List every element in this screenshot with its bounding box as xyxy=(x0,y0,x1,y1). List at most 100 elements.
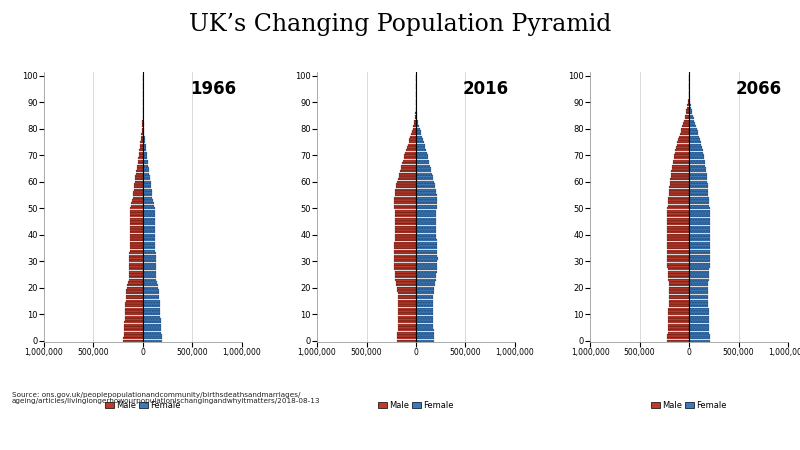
Bar xyxy=(678,139,689,140)
Bar xyxy=(669,191,689,194)
Bar xyxy=(129,263,143,265)
Bar xyxy=(667,260,689,262)
Bar xyxy=(143,194,152,196)
Bar xyxy=(124,324,143,326)
Bar xyxy=(143,247,155,249)
Bar xyxy=(143,181,150,183)
Bar xyxy=(410,139,416,140)
Bar xyxy=(394,268,416,270)
Bar xyxy=(416,263,438,265)
Bar xyxy=(129,255,143,257)
Bar xyxy=(689,316,709,318)
Bar xyxy=(689,181,707,183)
Bar xyxy=(130,242,143,244)
Bar xyxy=(689,160,705,162)
Bar xyxy=(395,220,416,223)
Bar xyxy=(416,289,434,292)
Bar xyxy=(405,154,416,157)
Bar xyxy=(669,281,689,284)
Bar xyxy=(398,305,416,307)
Bar xyxy=(139,152,143,154)
Bar xyxy=(402,165,416,167)
Bar xyxy=(670,184,689,185)
Bar xyxy=(689,295,708,297)
Bar xyxy=(669,279,689,281)
Bar xyxy=(668,271,689,273)
Bar xyxy=(689,239,710,241)
Bar xyxy=(416,181,434,183)
Bar xyxy=(130,207,143,209)
Bar xyxy=(143,255,156,257)
Bar xyxy=(689,266,710,268)
Bar xyxy=(143,218,155,220)
Bar xyxy=(416,276,436,278)
Bar xyxy=(398,321,416,323)
Bar xyxy=(130,244,143,247)
Bar xyxy=(689,302,708,305)
Bar xyxy=(143,332,162,334)
Bar xyxy=(143,207,154,209)
Bar xyxy=(126,289,143,292)
Bar xyxy=(416,125,419,127)
Bar xyxy=(669,302,689,305)
Bar xyxy=(395,276,416,278)
Bar xyxy=(689,305,709,307)
Bar xyxy=(689,117,694,119)
Bar xyxy=(143,313,160,315)
Bar xyxy=(416,244,437,247)
Bar xyxy=(669,287,689,289)
Bar xyxy=(394,234,416,236)
Bar xyxy=(395,189,416,191)
Bar xyxy=(124,329,143,331)
Bar xyxy=(416,205,437,207)
Bar xyxy=(689,276,709,278)
Bar xyxy=(143,266,156,268)
Bar xyxy=(398,178,416,180)
Bar xyxy=(143,152,146,154)
Bar xyxy=(668,202,689,204)
Bar xyxy=(689,133,698,135)
Bar xyxy=(667,215,689,217)
Bar xyxy=(416,133,422,135)
Bar xyxy=(689,302,708,305)
Bar xyxy=(143,302,160,305)
Bar xyxy=(416,184,434,185)
Bar xyxy=(130,271,143,273)
Bar xyxy=(135,178,143,180)
Bar xyxy=(689,176,707,178)
Bar xyxy=(689,120,694,122)
Bar xyxy=(395,191,416,194)
Bar xyxy=(416,255,438,257)
Bar xyxy=(689,297,708,299)
Bar xyxy=(394,252,416,254)
Bar xyxy=(689,284,708,286)
Bar xyxy=(401,167,416,170)
Bar xyxy=(143,141,146,143)
Bar xyxy=(669,289,689,292)
Bar xyxy=(671,173,689,175)
Bar xyxy=(130,207,143,209)
Bar xyxy=(689,130,698,133)
Bar xyxy=(667,263,689,265)
Bar xyxy=(675,149,689,151)
Bar xyxy=(407,146,416,148)
Bar xyxy=(689,281,708,284)
Bar xyxy=(143,139,145,140)
Bar xyxy=(667,266,689,268)
Bar xyxy=(669,292,689,294)
Bar xyxy=(143,176,150,178)
Bar xyxy=(129,257,143,260)
Bar xyxy=(143,273,156,275)
Bar xyxy=(398,332,416,334)
Bar xyxy=(130,234,143,236)
Bar xyxy=(674,154,689,157)
Bar xyxy=(416,199,437,202)
Bar xyxy=(671,170,689,172)
Bar xyxy=(136,170,143,172)
Bar xyxy=(397,287,416,289)
Bar xyxy=(416,263,438,265)
Bar xyxy=(689,305,709,307)
Bar xyxy=(667,250,689,252)
Bar xyxy=(416,117,418,119)
Bar xyxy=(143,215,155,217)
